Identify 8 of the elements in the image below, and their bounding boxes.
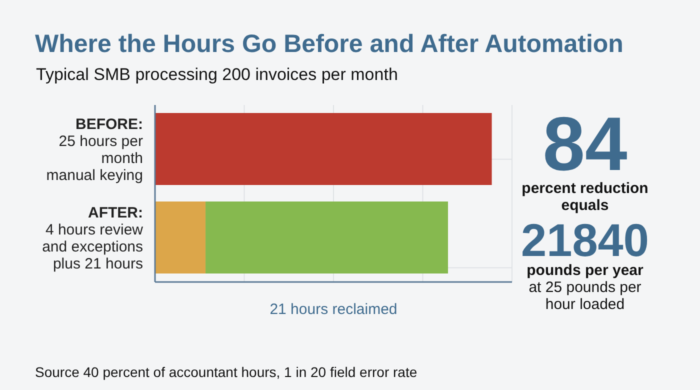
source-note: Source 40 percent of accountant hours, 1 in 20 field error rate <box>35 364 418 380</box>
text: pounds per year <box>526 262 644 279</box>
chart-title: Where the Hours Go Before and After Automation <box>35 30 624 59</box>
x-axis-title: 21 hours reclaimed <box>270 301 398 318</box>
chart-subtitle: Typical SMB processing 200 invoices per month <box>36 65 398 85</box>
text: at 25 pounds per hour loaded <box>528 279 642 313</box>
y-tick-label: AFTER: 4 hours review and exceptions plus 21 hours <box>42 204 144 272</box>
y-tick-label: BEFORE: 25 hours per month manual keying <box>46 116 143 184</box>
